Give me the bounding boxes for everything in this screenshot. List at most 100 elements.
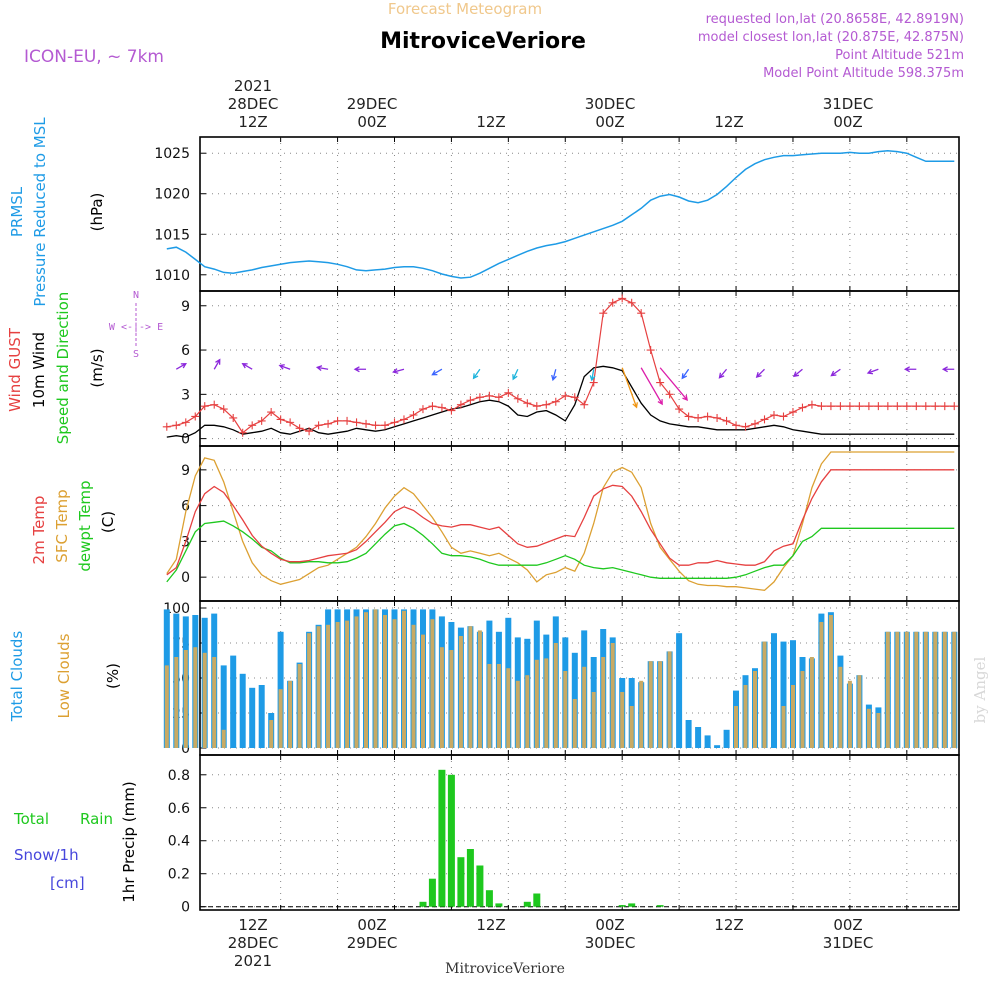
total-cloud-bar (230, 655, 237, 748)
total-cloud-bar (780, 641, 787, 748)
low-cloud-bar (316, 626, 321, 748)
gust-marker (210, 400, 219, 409)
bottom-time-axis: 12Z 28DEC 2021 00Z 29DEC 12Z 00Z 30DEC 12Z 0… (228, 916, 874, 970)
low-cloud-bar (506, 668, 511, 748)
precipitation-frame (199, 754, 960, 911)
gust-marker (219, 405, 228, 414)
pressure-unit: (hPa) (88, 193, 106, 232)
low-cloud-bar (221, 729, 226, 748)
low-cloud-bar (667, 651, 672, 748)
wind-direction-arrow (589, 369, 596, 382)
gust-marker (751, 419, 760, 428)
wind-label-direction: Speed and Direction (54, 292, 72, 445)
low-cloud-bar (553, 643, 558, 748)
low-cloud-bar (942, 631, 947, 748)
gust-marker (523, 399, 532, 408)
rain-bar (495, 903, 503, 907)
wind-direction-arrow (392, 368, 405, 374)
wind-ytick-label: 3 (181, 387, 190, 403)
requested-coords: requested lon,lat (20.8658E, 42.8919N) (706, 12, 964, 27)
low-cloud-bar (620, 692, 625, 748)
gust-marker (399, 415, 408, 424)
gust-marker (874, 402, 883, 411)
gust-marker (788, 408, 797, 417)
low-cloud-bar (734, 706, 738, 748)
gust-marker (333, 416, 342, 425)
low-cloud-bar (781, 706, 786, 748)
low-cloud-bar (269, 720, 274, 748)
bottom-time-label-1: 00Z 29DEC (347, 916, 398, 952)
gust-marker (238, 428, 247, 437)
gust-marker (504, 388, 513, 397)
rain-bar (428, 878, 436, 907)
gust-marker (732, 421, 741, 430)
low-cloud-bar (515, 680, 520, 748)
gust-marker (627, 298, 636, 307)
low-cloud-bar (610, 643, 615, 748)
low-cloud-bar (345, 620, 350, 748)
gust-marker (826, 402, 835, 411)
gust-marker (703, 412, 712, 421)
top-time-label-3: 30DEC 00Z (585, 95, 636, 131)
gust-marker (542, 400, 551, 409)
low-cloud-bar (364, 612, 368, 748)
top-time-axis: 2021 28DEC 12Z 29DEC 00Z 12Z 30DEC 00Z 12Z 3… (228, 77, 874, 131)
low-cloud-bar (753, 671, 757, 748)
gust-marker (713, 413, 722, 422)
rain-bar (485, 890, 493, 907)
rain-bar (476, 865, 484, 907)
precipitation-ytick-label: 0.2 (168, 867, 190, 883)
low-cloud-bar (828, 615, 833, 748)
low-cloud-bar (952, 631, 957, 748)
gust-marker (637, 309, 646, 318)
low-cloud-bar (174, 657, 179, 748)
low-cloud-bar (591, 692, 596, 748)
gust-marker (362, 419, 371, 428)
bottom-time-label-0: 12Z 28DEC 2021 (228, 916, 279, 970)
gust-marker (352, 418, 361, 427)
low-cloud-bar (402, 610, 406, 748)
precipitation-ytick-label: 0.8 (168, 768, 190, 784)
gust-marker (855, 402, 864, 411)
low-cloud-bar (335, 622, 340, 748)
bottom-time-label-2: 12Z (476, 916, 505, 934)
low-cloud-bar (525, 675, 530, 748)
gust-marker (570, 393, 579, 402)
top-time-label-5: 31DEC 00Z (823, 95, 874, 131)
precip-label-cm: [cm] (50, 874, 85, 892)
total-cloud-bar (685, 720, 692, 748)
pressure-line (166, 150, 955, 279)
wind-ytick-label: 0 (181, 432, 190, 448)
low-cloud-bar (923, 631, 928, 748)
wind-direction-arrow (903, 366, 917, 373)
gust-marker (181, 418, 190, 427)
total-cloud-bar (249, 687, 256, 748)
rain-bar (447, 774, 455, 907)
cloud-unit: (%) (104, 663, 122, 689)
low-cloud-bar (487, 664, 492, 748)
low-cloud-bar (326, 624, 331, 748)
gust-marker (845, 402, 854, 411)
low-cloud-bar (164, 665, 169, 748)
temp-label-sfc: SFC Temp (53, 489, 71, 562)
bottom-time-label-3: 00Z 30DEC (585, 916, 636, 952)
wind-direction-arrow (175, 363, 187, 370)
low-cloud-bar (449, 650, 454, 748)
low-cloud-bar (421, 634, 425, 748)
low-cloud-bar (572, 699, 577, 748)
gust-marker (513, 394, 522, 403)
closest-coords: model closest lon,lat (20.875E, 42.875N) (698, 30, 964, 45)
gust-marker (456, 400, 465, 409)
low-cloud-bar (885, 631, 890, 748)
low-cloud-bar (629, 706, 634, 748)
gust-marker (314, 421, 323, 430)
precip-unit: 1hr Precip (mm) (120, 781, 138, 902)
pressure-label-prmsl: PRMSL (8, 186, 26, 237)
compass-east-west: W <-|-> E (109, 322, 163, 333)
low-cloud-bar (477, 630, 482, 748)
low-cloud-bar (373, 609, 378, 748)
temp-label-dewpt: dewpt Temp (76, 480, 94, 571)
cloud-label-low: Low Clouds (55, 633, 73, 718)
gust-marker (807, 400, 816, 409)
temperature-ytick-label: 0 (181, 570, 190, 586)
